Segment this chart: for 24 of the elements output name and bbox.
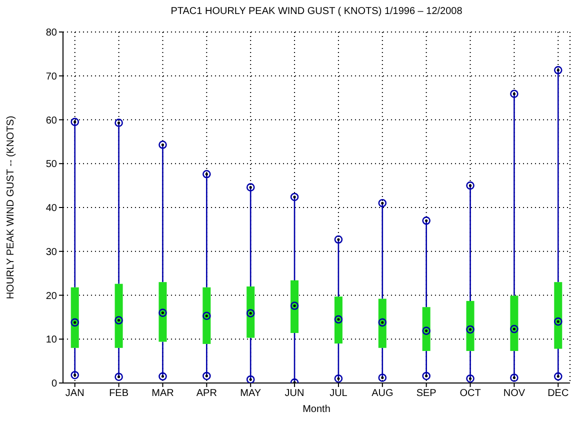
y-tick-label: 20 — [46, 290, 58, 302]
x-tick-label: APR — [196, 388, 217, 400]
x-tick-label: MAR — [152, 388, 174, 400]
x-tick-label: NOV — [503, 388, 526, 400]
x-tick-label: AUG — [372, 388, 394, 400]
x-tick-label: MAY — [240, 388, 262, 400]
x-axis-title: Month — [302, 404, 330, 416]
x-tick-label: DEC — [548, 388, 569, 400]
y-axis-title: HOURLY PEAK WIND GUST -- (KNOTS) — [6, 116, 17, 300]
x-tick-label: SEP — [416, 388, 437, 400]
y-tick-label: 80 — [46, 28, 58, 39]
y-tick-label: 70 — [46, 71, 58, 82]
y-tick-label: 40 — [46, 203, 58, 214]
y-tick-label: 0 — [51, 378, 58, 390]
y-tick-label: 60 — [46, 115, 58, 126]
x-tick-label: JUL — [330, 388, 348, 400]
y-tick-label: 50 — [46, 159, 58, 170]
y-tick-label: 10 — [46, 334, 58, 346]
x-tick-label: OCT — [460, 388, 481, 400]
chart-title: PTAC1 HOURLY PEAK WIND GUST ( KNOTS) 1/1996 – 12/2008 — [170, 6, 464, 17]
x-tick-label: JAN — [65, 388, 84, 400]
y-tick-label: 30 — [46, 246, 58, 258]
x-tick-label: JUN — [284, 388, 304, 400]
x-tick-label: FEB — [109, 388, 129, 400]
